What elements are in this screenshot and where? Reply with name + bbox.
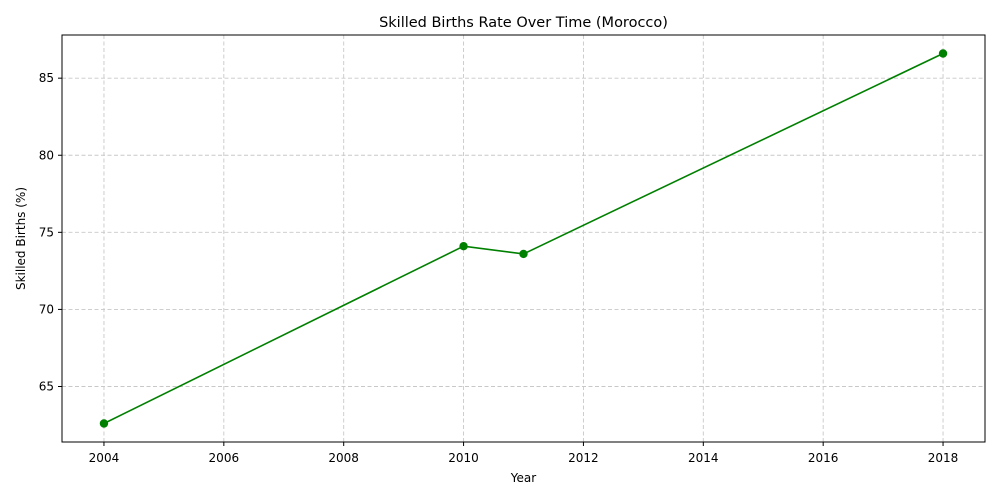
y-tick-label: 70 xyxy=(39,302,54,316)
y-tick-label: 75 xyxy=(39,225,54,239)
series-layer xyxy=(99,49,948,428)
data-point xyxy=(519,249,528,259)
x-tick-label: 2016 xyxy=(808,451,839,465)
data-point xyxy=(99,419,109,428)
x-tick-label: 2006 xyxy=(209,451,240,465)
plot-frame xyxy=(61,34,986,443)
data-point xyxy=(459,242,468,251)
grid xyxy=(62,35,985,442)
x-tick-label: 2004 xyxy=(89,451,120,465)
x-axis-title: Year xyxy=(510,471,536,485)
chart-title: Skilled Births Rate Over Time (Morocco) xyxy=(379,15,668,31)
x-tick-label: 2012 xyxy=(568,451,599,465)
data-point xyxy=(938,49,948,58)
x-tick-label: 2008 xyxy=(328,451,359,465)
x-tick-label: 2014 xyxy=(688,451,719,465)
series-line xyxy=(103,52,944,425)
x-tick-label: 2018 xyxy=(928,451,959,465)
y-tick-label: 85 xyxy=(39,71,54,85)
y-axis-title: Skilled Births (%) xyxy=(14,187,28,290)
x-axis: 2004 2006 2008 2010 2012 2014 2016 2018 xyxy=(89,442,959,465)
y-axis: 65 70 75 80 85 xyxy=(39,71,62,394)
y-tick-label: 65 xyxy=(39,380,54,394)
x-tick-label: 2010 xyxy=(448,451,479,465)
y-tick-label: 80 xyxy=(39,148,54,162)
